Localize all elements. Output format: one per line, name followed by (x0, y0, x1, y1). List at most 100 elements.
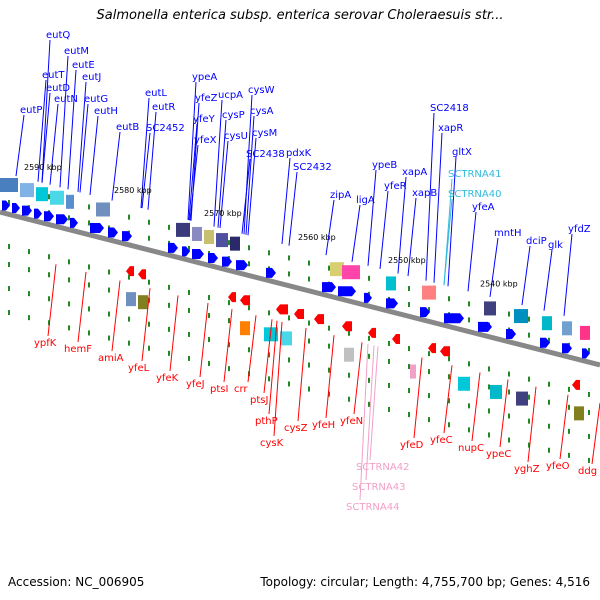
reverse-gene-arrow (294, 308, 304, 319)
gene-label: ypfK (34, 338, 57, 349)
gene-label: yfeA (472, 202, 495, 213)
feature-blocks (0, 178, 590, 421)
feature-block (514, 309, 528, 324)
leader-line (397, 176, 407, 274)
scale-tick (248, 347, 250, 353)
forward-gene-arrow (540, 337, 550, 348)
leader-line (521, 245, 531, 306)
leader-line (365, 345, 375, 481)
scale-tick (328, 343, 330, 349)
feature-block (542, 316, 552, 331)
gene-label: SC2432 (293, 162, 332, 173)
gene-label: cysM (252, 128, 277, 139)
leader-line (413, 357, 423, 439)
leader-line (140, 97, 150, 208)
gene-label: eutM (64, 46, 89, 57)
scale-tick (388, 340, 390, 346)
scale-tick (508, 437, 510, 443)
gene-label: yfeY (193, 114, 216, 125)
scale-tick (288, 315, 290, 321)
scale-tick (148, 345, 150, 351)
scale-tick (68, 301, 70, 307)
scale-tick (448, 422, 450, 428)
gene-label: SC2452 (146, 123, 185, 134)
feature-block (410, 364, 416, 379)
scale-tick (148, 235, 150, 241)
gene-label: eutD (46, 83, 70, 94)
feature-block (176, 222, 190, 237)
leader-line (297, 327, 307, 422)
leader-line (591, 402, 600, 465)
forward-gene-arrow (338, 286, 356, 297)
gene-label: ptsI (210, 384, 228, 395)
gene-label: yfeK (156, 373, 179, 384)
scale-tick (508, 311, 510, 317)
leader-line (425, 112, 435, 281)
forward-gene-arrow (562, 343, 572, 354)
scale-tick (468, 317, 470, 323)
leader-line (443, 198, 453, 286)
scale-tick (268, 310, 270, 316)
leader-line (15, 114, 25, 177)
scale-tick (468, 301, 470, 307)
scale-tick (228, 366, 230, 372)
scale-tick (508, 413, 510, 419)
gene-label: gltX (452, 147, 472, 158)
leader-line (543, 249, 553, 311)
reverse-gene-arrow (368, 327, 376, 338)
scale-tick (548, 423, 550, 429)
scale-tick (448, 398, 450, 404)
forward-gene-arrow (208, 253, 218, 264)
leader-line (559, 394, 569, 460)
reverse-gene-arrow (440, 346, 450, 357)
gene-label: cysK (260, 438, 284, 449)
scale-tick (508, 389, 510, 395)
leader-line (447, 156, 457, 287)
scale-tick (208, 295, 210, 301)
gene-label: yghZ (514, 464, 540, 475)
scale-tick (68, 325, 70, 331)
scale-tick (308, 362, 310, 368)
scale-tick (448, 356, 450, 362)
gene-label: ucpA (218, 90, 243, 101)
leader-line (141, 132, 151, 209)
scale-tick (188, 289, 190, 295)
gene-label: nupC (458, 443, 484, 454)
gene-label: eutL (145, 88, 167, 99)
gene-label: ligA (356, 195, 375, 206)
leader-line (263, 319, 273, 394)
scale-tick (88, 330, 90, 336)
scale-tick (308, 320, 310, 326)
gene-label: mntH (494, 228, 522, 239)
feature-block (330, 262, 344, 277)
scale-tick (88, 204, 90, 210)
leader-line (273, 321, 283, 437)
scale-tick (128, 274, 130, 280)
feature-block (484, 301, 496, 316)
feature-block (126, 292, 136, 307)
scale-tick (208, 361, 210, 367)
scale-tick (8, 310, 10, 316)
gene-label: eutJ (82, 72, 101, 83)
forward-gene-arrow (70, 217, 78, 228)
scale-tick (408, 346, 410, 352)
gene-label: pthP (255, 416, 278, 427)
scale-tick (148, 219, 150, 225)
genome-summary-text: Topology: circular; Length: 4,755,700 bp… (260, 575, 590, 589)
reverse-gene-arrow (572, 379, 580, 390)
scale-tick (348, 372, 350, 378)
forward-gene-arrow (322, 282, 336, 293)
feature-block (36, 187, 48, 202)
genome-title: Salmonella enterica subsp. enterica sero… (96, 8, 504, 23)
gene-label: xapA (402, 167, 427, 178)
forward-gene-arrow (364, 292, 372, 303)
reverse-gene-arrow (240, 295, 250, 306)
feature-block (490, 384, 502, 399)
scale-tick (188, 307, 190, 313)
scale-tick (548, 399, 550, 405)
leader-line (351, 204, 361, 262)
gene-label: yfeR (384, 181, 407, 192)
reverse-gene-arrow (314, 314, 324, 325)
leader-line (407, 197, 417, 277)
scale-tick (408, 412, 410, 418)
